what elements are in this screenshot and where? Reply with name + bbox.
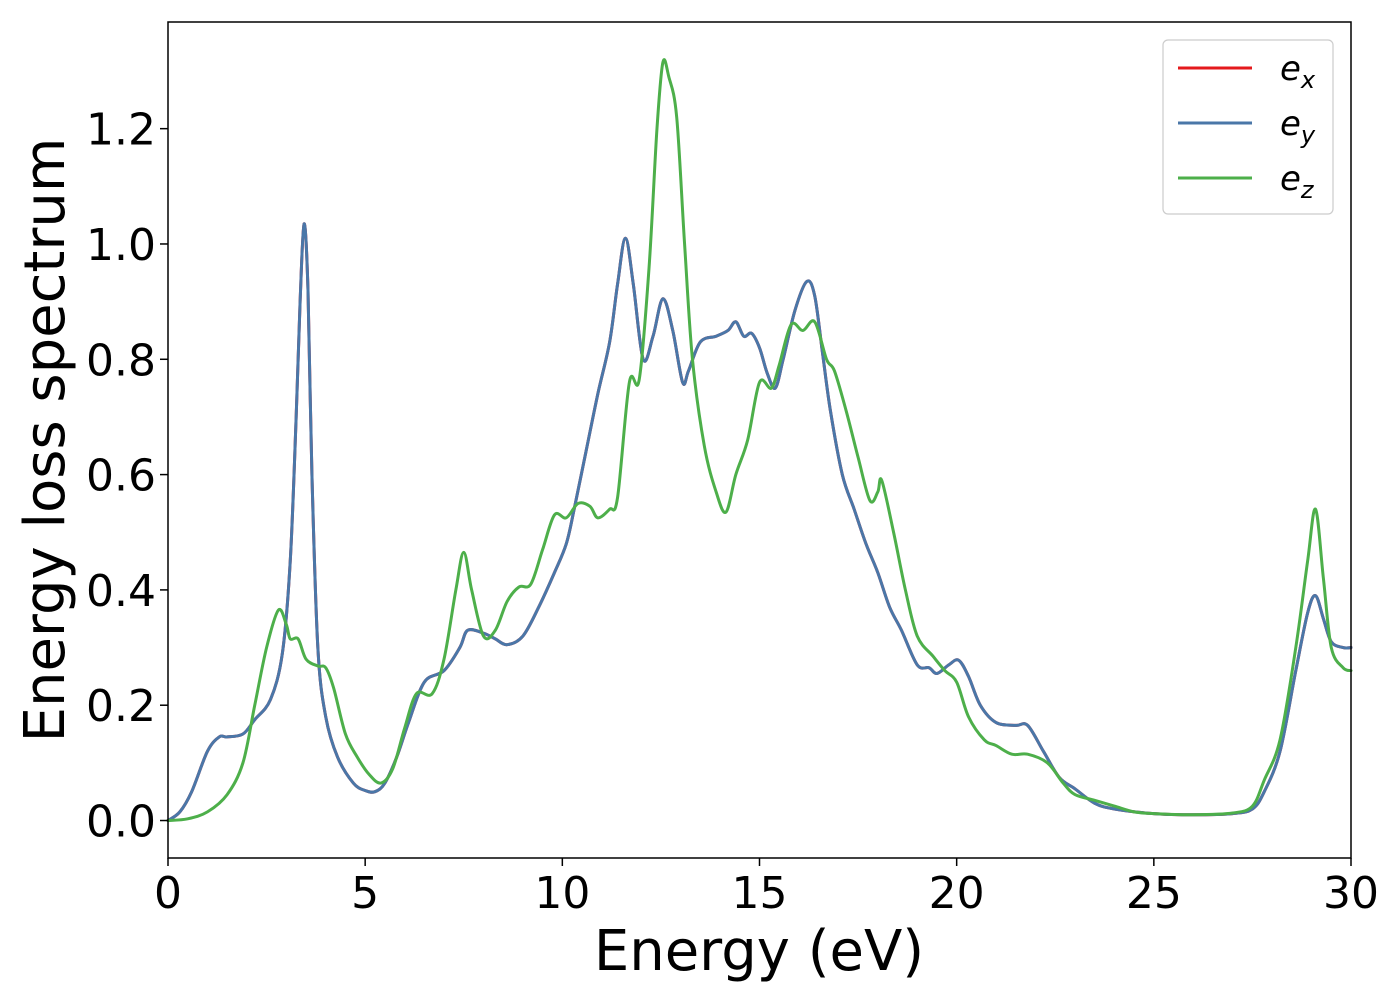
legend-box [1162, 39, 1334, 215]
y-tick-label: 0.8 [86, 335, 156, 386]
legend-label-e-z: ez [1280, 159, 1315, 204]
legend-label-e-y: ey [1280, 104, 1316, 149]
y-tick-label: 1.0 [86, 220, 156, 271]
y-axis-label: Energy loss spectrum [13, 138, 78, 743]
x-tick-label: 5 [351, 868, 379, 919]
y-tick-label: 0.0 [86, 797, 156, 848]
x-tick-label: 10 [534, 868, 590, 919]
y-axis-ticks: 0.0 0.2 0.4 0.6 0.8 1.0 1.2 [86, 105, 168, 848]
y-tick-label: 1.2 [86, 105, 156, 156]
y-tick-label: 0.6 [86, 451, 156, 502]
legend-label-e-x: ex [1280, 49, 1316, 94]
legend: ex ey ez [1162, 39, 1334, 215]
legend-items: ex ey ez [1178, 49, 1316, 204]
x-axis-ticks: 0 5 10 15 20 25 30 [154, 858, 1379, 919]
x-axis-label: Energy (eV) [594, 919, 924, 984]
x-tick-label: 20 [929, 868, 985, 919]
x-tick-label: 25 [1126, 868, 1182, 919]
x-tick-label: 15 [732, 868, 788, 919]
x-tick-label: 0 [154, 868, 182, 919]
series-line-e-z [166, 58, 1353, 823]
series-layer [166, 58, 1353, 823]
y-tick-label: 0.4 [86, 566, 156, 617]
x-tick-label: 30 [1323, 868, 1379, 919]
y-tick-label: 0.2 [86, 681, 156, 732]
